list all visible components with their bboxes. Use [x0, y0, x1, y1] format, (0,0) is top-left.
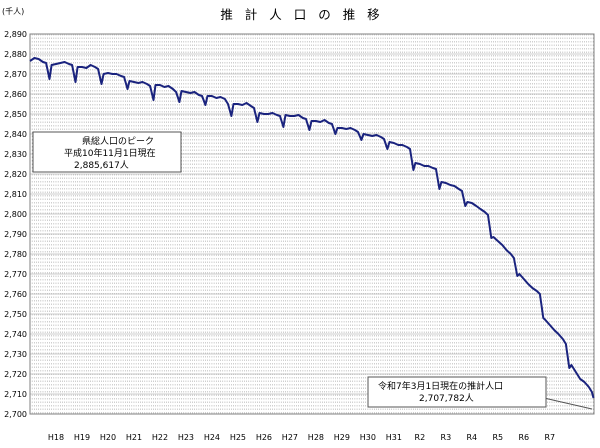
- vertical-gridlines: [31, 34, 594, 414]
- y-tick-label: 2,880: [4, 50, 27, 59]
- x-tick-label: H22: [152, 433, 168, 442]
- x-tick-label: H19: [74, 433, 90, 442]
- x-tick-label: H25: [230, 433, 246, 442]
- y-tick-label: 2,830: [4, 150, 27, 159]
- x-tick-label: H18: [48, 433, 64, 442]
- y-axis-ticks: 2,890 2,880 2,870 2,860 2,850 2,840 2,830 2,820…: [4, 30, 27, 419]
- y-tick-label: 2,850: [4, 110, 27, 119]
- y-tick-label: 2,710: [4, 390, 27, 399]
- peak-annotation-box: [32, 131, 182, 173]
- x-axis-ticks: H18 H19 H20 H21 H22 H23 H24 H25 H26 H27 H28 H29 H30 H…: [48, 433, 555, 442]
- y-tick-label: 2,790: [4, 230, 27, 239]
- y-tick-label: 2,750: [4, 310, 27, 319]
- y-tick-label: 2,810: [4, 190, 27, 199]
- current-annotation-box: [367, 376, 547, 408]
- y-tick-label: 2,840: [4, 130, 27, 139]
- x-tick-label: H26: [256, 433, 272, 442]
- x-tick-label: R7: [544, 433, 555, 442]
- y-tick-label: 2,860: [4, 90, 27, 99]
- y-tick-label: 2,740: [4, 330, 27, 339]
- x-tick-label: H29: [334, 433, 350, 442]
- y-tick-label: 2,800: [4, 210, 27, 219]
- y-tick-label: 2,770: [4, 270, 27, 279]
- y-tick-label: 2,870: [4, 70, 27, 79]
- x-tick-label: R3: [441, 433, 452, 442]
- y-tick-label: 2,730: [4, 350, 27, 359]
- y-tick-label: 2,820: [4, 170, 27, 179]
- x-tick-label: H21: [126, 433, 142, 442]
- peak-annotation: 県総人口のピーク 平成10年11月1日現在 2,885,617人: [32, 131, 182, 173]
- x-tick-label: H30: [360, 433, 376, 442]
- population-line: [29, 57, 595, 399]
- x-tick-label: H27: [282, 433, 298, 442]
- x-tick-label: H31: [386, 433, 402, 442]
- y-tick-label: 2,700: [4, 410, 27, 419]
- y-tick-label: 2,780: [4, 250, 27, 259]
- x-tick-label: H23: [178, 433, 194, 442]
- plot-frame: [29, 33, 595, 415]
- current-annotation-leader: [543, 397, 593, 410]
- current-annotation-line-2: 2,707,782人: [419, 393, 474, 404]
- x-tick-label: H20: [100, 433, 116, 442]
- peak-annotation-line-2: 平成10年11月1日現在: [64, 147, 156, 159]
- y-tick-label: 2,890: [4, 30, 27, 39]
- x-tick-label: H28: [308, 433, 324, 442]
- y-tick-label: 2,720: [4, 370, 27, 379]
- y-unit-label: (千人): [2, 6, 24, 16]
- chart-title: 推 計 人 口 の 推 移: [220, 7, 383, 22]
- current-annotation-line-1: 令和7年3月1日現在の推計人口: [378, 380, 503, 392]
- y-tick-label: 2,760: [4, 290, 27, 299]
- x-tick-label: H24: [204, 433, 220, 442]
- peak-annotation-line-3: 2,885,617人: [74, 160, 129, 171]
- x-tick-label: R4: [467, 433, 478, 442]
- x-tick-label: R2: [415, 433, 426, 442]
- current-annotation: 令和7年3月1日現在の推計人口 2,707,782人: [367, 376, 547, 408]
- peak-annotation-line-1: 県総人口のピーク: [82, 135, 154, 147]
- x-tick-label: R6: [518, 433, 529, 442]
- x-tick-label: R5: [493, 433, 504, 442]
